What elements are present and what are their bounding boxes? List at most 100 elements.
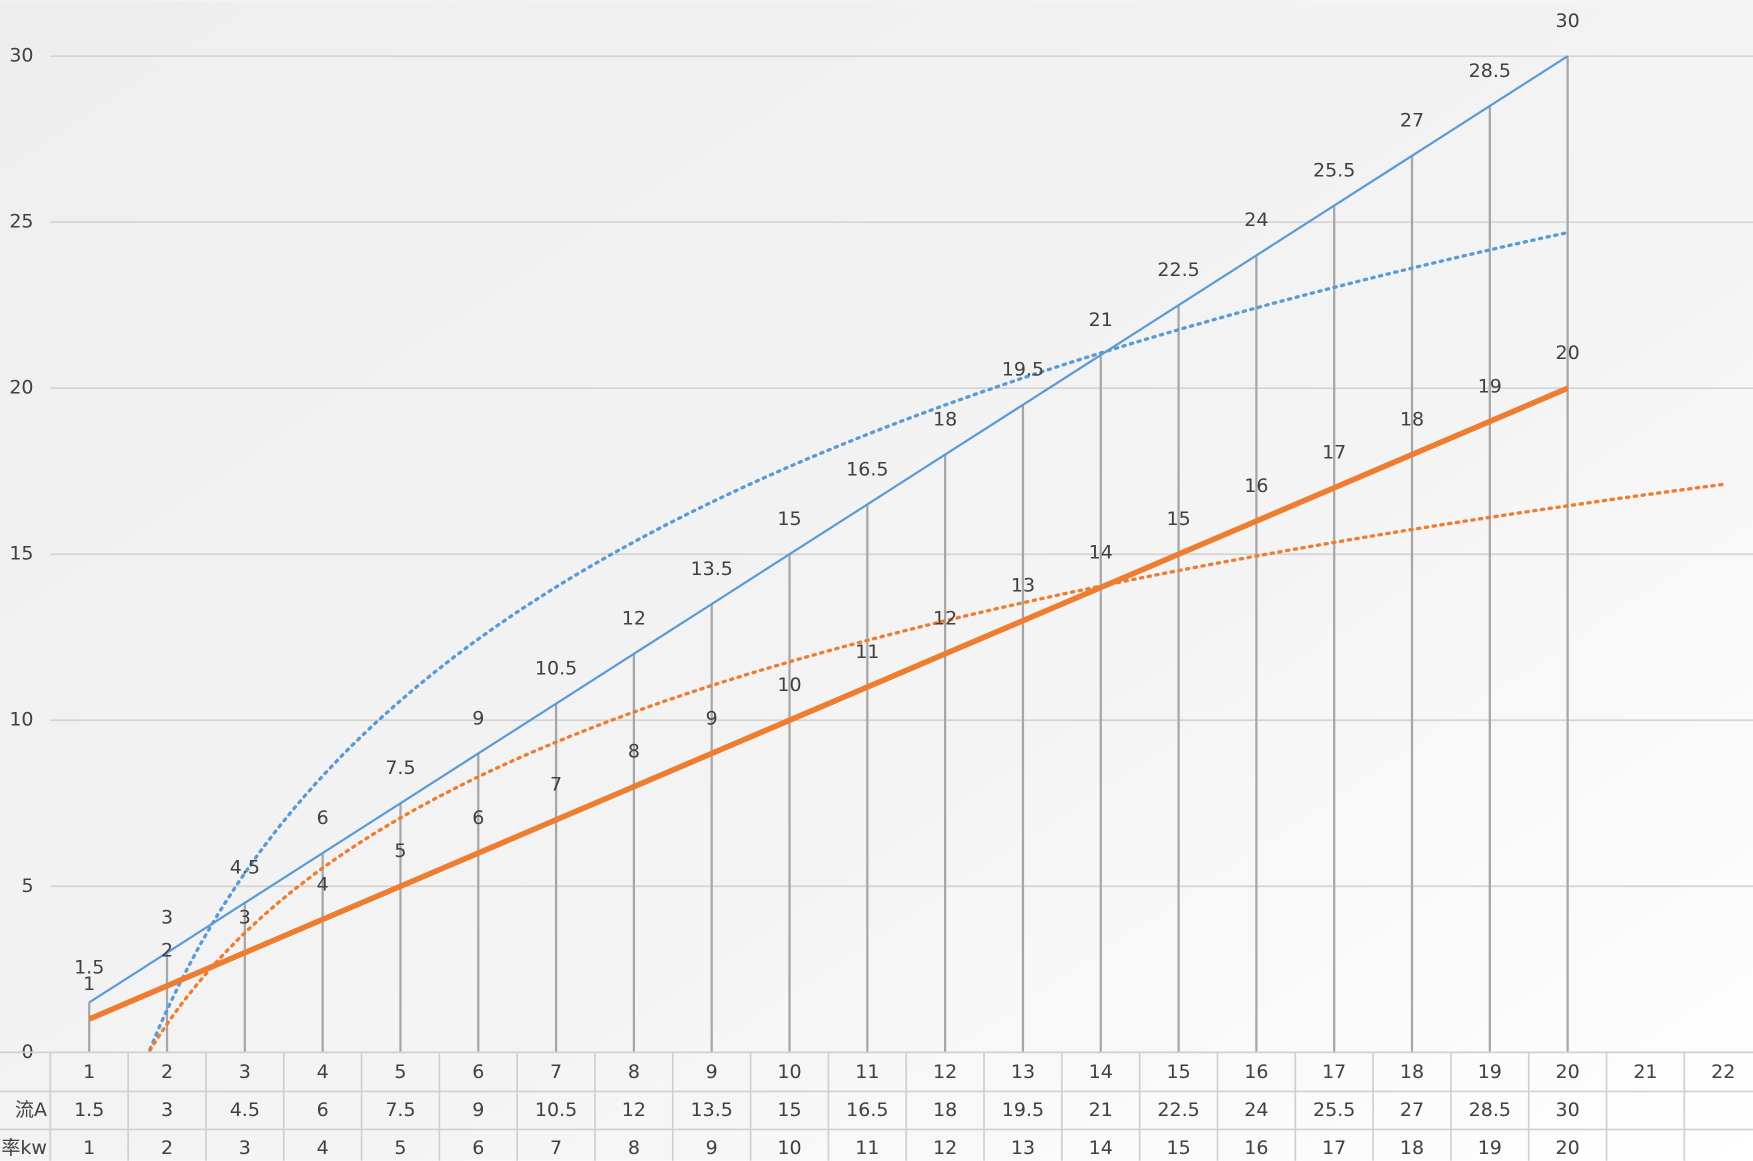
x-tick-label: 5 (394, 1061, 406, 1083)
data-label: 10.5 (535, 657, 577, 679)
table-value: 9 (706, 1137, 718, 1159)
table-value: 18 (933, 1099, 957, 1121)
data-label: 1 (83, 973, 95, 995)
data-label: 19.5 (1002, 359, 1044, 381)
data-label: 15 (777, 508, 801, 530)
y-tick-label: 10 (9, 709, 33, 731)
data-label: 7.5 (385, 757, 415, 779)
data-label: 3 (239, 907, 251, 929)
table-value: 21 (1089, 1099, 1113, 1121)
data-label: 2 (161, 940, 173, 962)
x-tick-label: 14 (1089, 1061, 1113, 1083)
data-label: 25.5 (1313, 159, 1355, 181)
data-label: 7 (550, 774, 562, 796)
data-label: 14 (1089, 541, 1113, 563)
x-tick-label: 15 (1166, 1061, 1190, 1083)
table-value: 1.5 (74, 1099, 104, 1121)
series-line (88, 385, 1569, 1022)
x-tick-label: 17 (1322, 1061, 1346, 1083)
table-value: 12 (933, 1137, 957, 1159)
x-tick-label: 10 (777, 1061, 801, 1083)
table-value: 10 (777, 1137, 801, 1159)
legend-entry: 流A (15, 1099, 47, 1121)
data-label: 8 (628, 740, 640, 762)
x-tick-label: 6 (472, 1061, 484, 1083)
table-value: 16 (1244, 1137, 1268, 1159)
data-label: 22.5 (1157, 259, 1199, 281)
y-tick-label: 5 (21, 875, 33, 897)
x-tick-label: 2 (161, 1061, 173, 1083)
table-value: 19 (1478, 1137, 1502, 1159)
table-value: 17 (1322, 1137, 1346, 1159)
table-value: 3 (161, 1099, 173, 1121)
table-value: 8 (628, 1137, 640, 1159)
y-tick-label: 15 (9, 543, 33, 565)
data-label: 27 (1400, 110, 1424, 132)
x-tick-label: 13 (1011, 1061, 1035, 1083)
data-label: 18 (933, 408, 957, 430)
table-value: 5 (394, 1137, 406, 1159)
series-line (88, 55, 1569, 1004)
data-label: 4 (317, 873, 329, 895)
trendline (148, 230, 1570, 1052)
table-value: 4.5 (230, 1099, 260, 1121)
data-label: 19 (1478, 375, 1502, 397)
y-tick-label: 20 (9, 377, 33, 399)
legend-entry: 率kw (1, 1137, 47, 1159)
x-tick-label: 22 (1711, 1061, 1735, 1083)
table-value: 2 (161, 1137, 173, 1159)
table-value: 18 (1400, 1137, 1424, 1159)
x-tick-label: 11 (855, 1061, 879, 1083)
table-value: 7 (550, 1137, 562, 1159)
data-label: 20 (1556, 342, 1580, 364)
data-label: 21 (1089, 309, 1113, 331)
table-value: 12 (622, 1099, 646, 1121)
data-label: 5 (394, 840, 406, 862)
data-label: 9 (472, 707, 484, 729)
table-value: 24 (1244, 1099, 1268, 1121)
trendline (148, 482, 1725, 1053)
data-label: 15 (1166, 508, 1190, 530)
table-value: 6 (317, 1099, 329, 1121)
x-tick-label: 19 (1478, 1061, 1502, 1083)
data-label: 28.5 (1469, 60, 1511, 82)
data-label: 10 (777, 674, 801, 696)
x-tick-label: 16 (1244, 1061, 1268, 1083)
data-label: 12 (622, 608, 646, 630)
x-tick-label: 7 (550, 1061, 562, 1083)
table-value: 27 (1400, 1099, 1424, 1121)
x-tick-label: 4 (317, 1061, 329, 1083)
x-tick-label: 8 (628, 1061, 640, 1083)
table-value: 13 (1011, 1137, 1035, 1159)
table-value: 30 (1556, 1099, 1580, 1121)
data-label: 18 (1400, 408, 1424, 430)
data-label: 11 (855, 641, 879, 663)
data-label: 17 (1322, 442, 1346, 464)
x-tick-label: 3 (239, 1061, 251, 1083)
table-value: 15 (777, 1099, 801, 1121)
data-label: 24 (1244, 209, 1268, 231)
data-label: 6 (472, 807, 484, 829)
table-value: 9 (472, 1099, 484, 1121)
data-label: 4.5 (230, 857, 260, 879)
data-label: 1.5 (74, 956, 104, 978)
table-value: 1 (83, 1137, 95, 1159)
table-value: 25.5 (1313, 1099, 1355, 1121)
table-value: 10.5 (535, 1099, 577, 1121)
data-label: 9 (706, 707, 718, 729)
data-label: 13 (1011, 574, 1035, 596)
table-value: 4 (317, 1137, 329, 1159)
x-tick-label: 20 (1556, 1061, 1580, 1083)
x-tick-label: 12 (933, 1061, 957, 1083)
table-value: 19.5 (1002, 1099, 1044, 1121)
table-value: 6 (472, 1137, 484, 1159)
data-label: 12 (933, 608, 957, 630)
y-tick-label: 25 (9, 211, 33, 233)
data-label: 6 (317, 807, 329, 829)
table-value: 7.5 (385, 1099, 415, 1121)
table-value: 13.5 (691, 1099, 733, 1121)
y-tick-label: 30 (9, 45, 33, 67)
table-value: 22.5 (1157, 1099, 1199, 1121)
data-label: 3 (161, 907, 173, 929)
